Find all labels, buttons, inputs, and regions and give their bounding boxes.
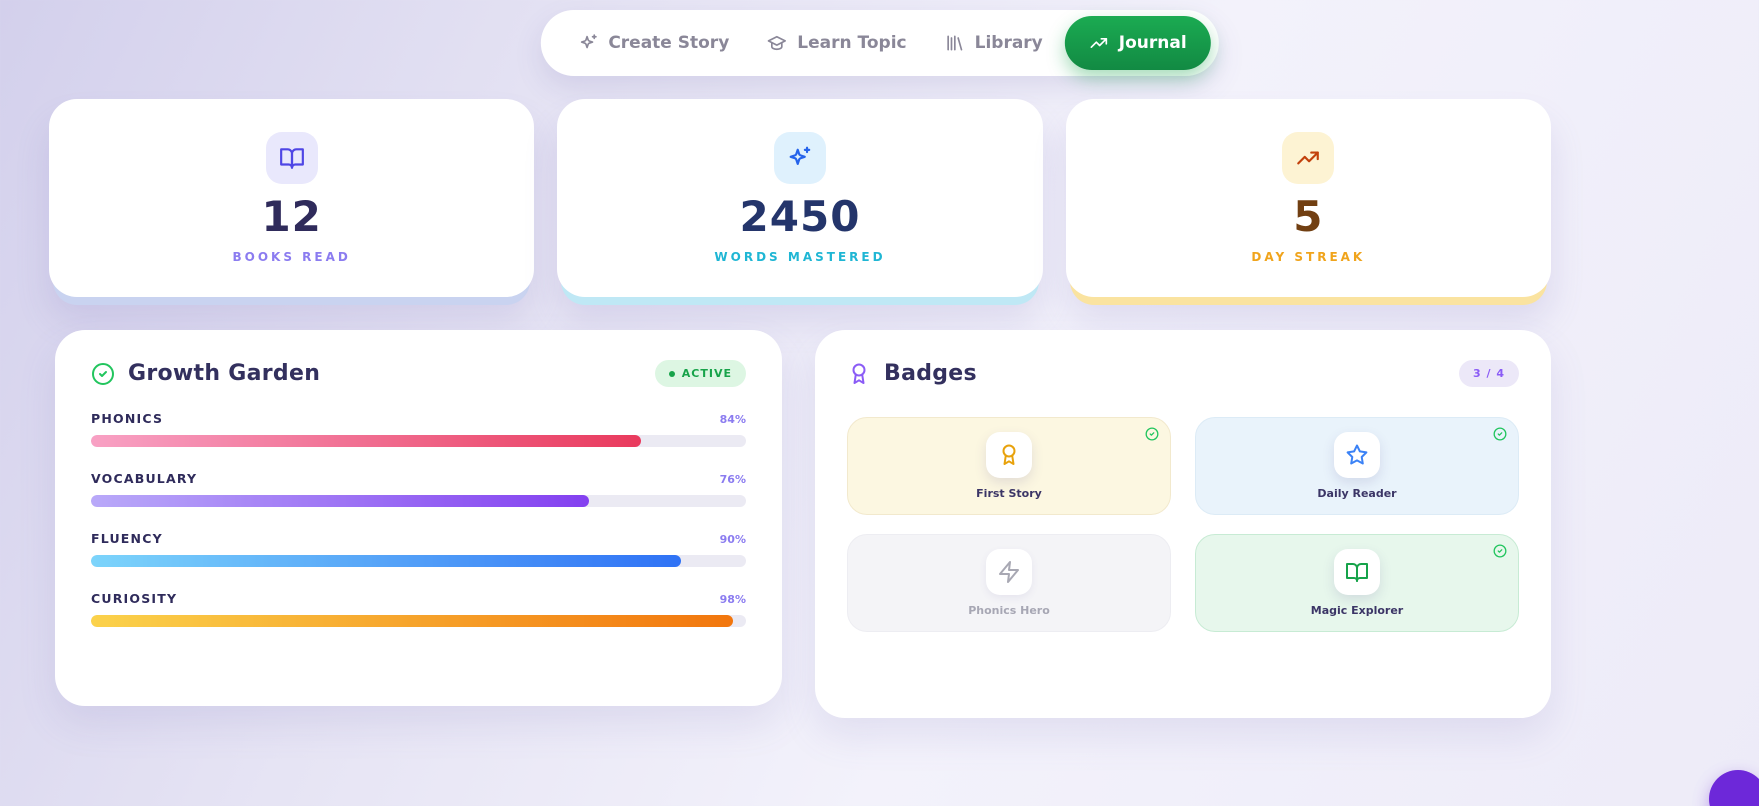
trending-up-icon [1089,33,1109,53]
graduation-cap-icon [767,33,787,53]
badge-icon-tile [1334,549,1380,595]
progress-bar-fill [91,615,733,627]
award-icon [997,443,1021,467]
floating-action-button[interactable] [1709,770,1759,806]
check-circle-icon [1493,544,1507,558]
sparkles-icon [773,132,826,184]
growth-garden-title: Growth Garden [128,361,321,386]
badge-icon-tile [986,549,1032,595]
skill-percent: 90% [719,533,746,546]
stat-value: 5 [1293,192,1324,241]
nav-library-label: Library [974,33,1043,53]
status-dot [668,370,675,377]
badges-header: Badges 3 / 4 [847,360,1519,387]
stats-row: 12 BOOKS READ 2450 WORDS MASTERED 5 DAY … [49,99,1551,297]
nav-journal[interactable]: Journal [1064,16,1211,70]
stat-card-day-streak: 5 DAY STREAK [1065,99,1551,297]
progress-bar-track [91,495,746,507]
badges-title: Badges [884,361,977,386]
nav-create-story-label: Create Story [608,33,730,53]
check-circle-icon [1493,427,1507,441]
growth-garden-card: Growth Garden ACTIVE PHONICS 84% VOCABUL… [55,330,782,706]
skill-name: VOCABULARY [91,471,198,486]
badge-first-story: First Story [847,417,1171,515]
nav-journal-label: Journal [1118,33,1187,53]
stat-label: BOOKS READ [232,250,351,264]
active-status-label: ACTIVE [681,367,732,380]
award-ribbon-icon [847,362,871,386]
badge-phonics-hero: Phonics Hero [847,534,1171,632]
skill-percent: 76% [719,473,746,486]
active-status-badge: ACTIVE [654,360,746,387]
badge-name: Magic Explorer [1310,604,1404,617]
badge-name: Daily Reader [1317,487,1397,500]
star-icon [1345,443,1369,467]
skill-name: PHONICS [91,411,164,426]
badges-count-badge: 3 / 4 [1459,360,1519,387]
lower-panels: Growth Garden ACTIVE PHONICS 84% VOCABUL… [55,330,1551,718]
progress-bar-track [91,615,746,627]
progress-bar-fill [91,555,681,567]
skill-row-curiosity: CURIOSITY 98% [91,591,746,627]
top-navigation: Create Story Learn Topic Library Journal [540,10,1219,76]
skill-row-fluency: FLUENCY 90% [91,531,746,567]
badge-grid: First Story Daily Reader [847,417,1519,632]
check-circle-icon [91,362,115,386]
book-open-icon [265,132,318,184]
skill-name: FLUENCY [91,531,163,546]
nav-library[interactable]: Library [929,16,1059,70]
nav-learn-topic-label: Learn Topic [797,33,907,53]
stat-card-words-mastered: 2450 WORDS MASTERED [557,99,1043,297]
progress-bar-fill [91,495,589,507]
skill-row-vocabulary: VOCABULARY 76% [91,471,746,507]
stat-card-books-read: 12 BOOKS READ [49,99,535,297]
stat-value: 12 [261,192,322,241]
progress-bar-fill [91,435,642,447]
skills-list: PHONICS 84% VOCABULARY 76% FLUENCY 90% [91,411,746,627]
library-icon [945,33,965,53]
progress-bar-track [91,435,746,447]
zap-icon [997,560,1021,584]
stat-label: WORDS MASTERED [714,250,886,264]
badges-card: Badges 3 / 4 First Story [815,330,1551,718]
badge-name: Phonics Hero [968,604,1050,617]
badge-icon-tile [1334,432,1380,478]
trending-up-icon [1282,132,1335,184]
growth-garden-header: Growth Garden ACTIVE [91,360,746,387]
skill-name: CURIOSITY [91,591,178,606]
badge-daily-reader: Daily Reader [1195,417,1519,515]
progress-bar-track [91,555,746,567]
nav-create-story[interactable]: Create Story [562,16,745,70]
stat-value: 2450 [739,192,861,241]
skill-row-phonics: PHONICS 84% [91,411,746,447]
sparkles-icon [578,33,598,53]
badge-magic-explorer: Magic Explorer [1195,534,1519,632]
skill-percent: 98% [719,593,746,606]
nav-learn-topic[interactable]: Learn Topic [751,16,922,70]
skill-percent: 84% [719,413,746,426]
badge-icon-tile [986,432,1032,478]
stat-label: DAY STREAK [1251,250,1366,264]
check-circle-icon [1145,427,1159,441]
book-open-icon [1345,560,1369,584]
badge-name: First Story [976,487,1042,500]
